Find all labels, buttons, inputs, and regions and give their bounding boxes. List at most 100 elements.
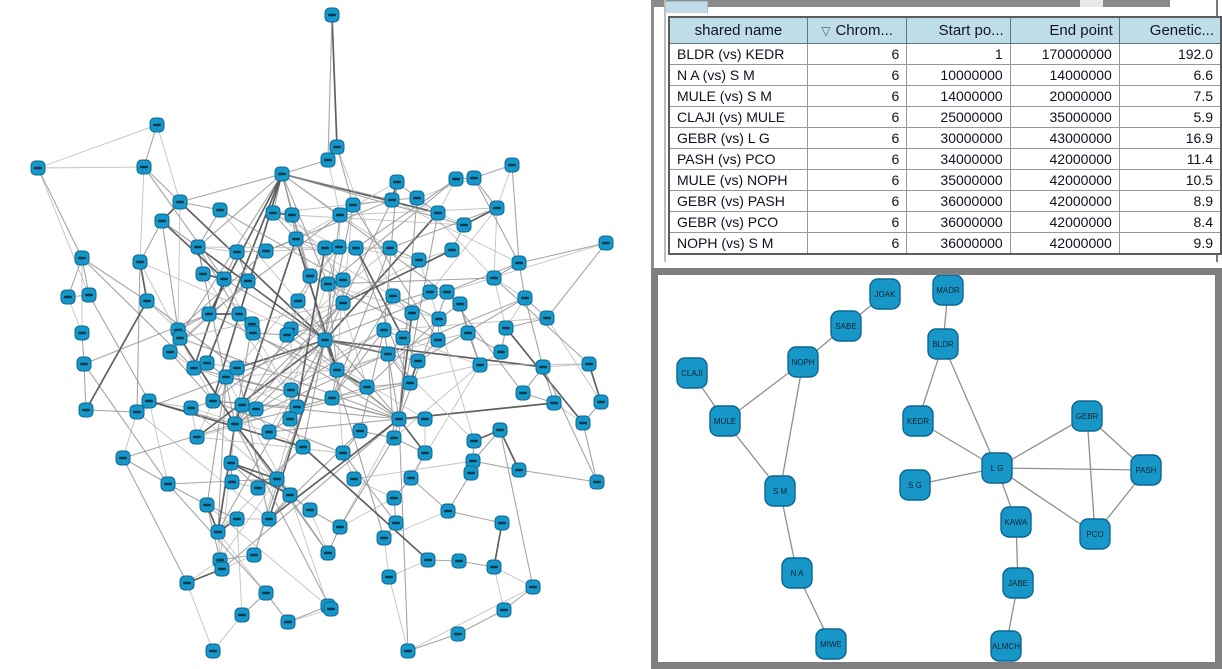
node-MULE[interactable]: MULE	[709, 405, 741, 437]
table-cell[interactable]: 14000000	[1009, 64, 1120, 86]
network-node[interactable]	[224, 474, 240, 490]
node-KEDR[interactable]: KEDR	[902, 405, 934, 437]
table-cell[interactable]: 6	[806, 127, 908, 149]
node-SM[interactable]: S M	[764, 475, 796, 507]
network-node[interactable]	[598, 235, 614, 251]
network-node[interactable]	[430, 332, 446, 348]
network-node[interactable]	[486, 559, 502, 575]
table-row[interactable]: MULE (vs) NOPH 6 35000000 42000000 10.5	[668, 169, 1222, 191]
network-node[interactable]	[195, 266, 211, 282]
network-node[interactable]	[440, 503, 456, 519]
table-cell[interactable]: GEBR (vs) L G	[668, 127, 808, 149]
table-cell[interactable]: 8.4	[1118, 211, 1222, 233]
table-cell[interactable]: 36000000	[906, 211, 1011, 233]
network-node[interactable]	[282, 411, 298, 427]
network-node[interactable]	[489, 200, 505, 216]
network-node[interactable]	[223, 455, 239, 471]
table-cell[interactable]: PASH (vs) PCO	[668, 148, 808, 170]
node-PASH[interactable]: PASH	[1130, 454, 1162, 486]
table-cell[interactable]: 43000000	[1009, 127, 1120, 149]
column-header-0[interactable]: shared name	[668, 16, 808, 44]
table-row[interactable]: GEBR (vs) L G 6 30000000 43000000 16.9	[668, 127, 1222, 149]
network-node[interactable]	[430, 205, 446, 221]
network-node[interactable]	[317, 240, 333, 256]
network-node[interactable]	[400, 643, 416, 659]
network-node[interactable]	[410, 353, 426, 369]
network-node[interactable]	[456, 217, 472, 233]
network-node[interactable]	[317, 332, 333, 348]
network-node[interactable]	[593, 394, 609, 410]
network-node[interactable]	[250, 480, 266, 496]
network-node[interactable]	[332, 207, 348, 223]
network-node[interactable]	[139, 293, 155, 309]
network-node[interactable]	[417, 411, 433, 427]
network-node[interactable]	[589, 474, 605, 490]
network-node[interactable]	[403, 470, 419, 486]
node-SG[interactable]: S G	[899, 469, 931, 501]
node-MIWE[interactable]: MIWE	[815, 628, 847, 660]
network-node[interactable]	[439, 284, 455, 300]
network-node[interactable]	[511, 462, 527, 478]
network-node[interactable]	[78, 402, 94, 418]
network-edge-LG-PASH[interactable]	[996, 467, 1147, 471]
table-cell[interactable]: 9.9	[1118, 232, 1222, 255]
network-node[interactable]	[546, 395, 562, 411]
network-node[interactable]	[283, 382, 299, 398]
network-node[interactable]	[386, 490, 402, 506]
table-cell[interactable]: 35000000	[906, 169, 1011, 191]
network-node[interactable]	[498, 320, 514, 336]
network-node[interactable]	[359, 379, 375, 395]
node-GEBR[interactable]: GEBR	[1071, 400, 1103, 432]
network-node[interactable]	[160, 476, 176, 492]
column-header-1[interactable]: ▽ Chrom...	[806, 16, 908, 44]
table-cell[interactable]: 36000000	[906, 190, 1011, 212]
network-node[interactable]	[335, 272, 351, 288]
table-cell[interactable]: BLDR (vs) KEDR	[668, 43, 808, 65]
network-node[interactable]	[282, 487, 298, 503]
network-node[interactable]	[302, 268, 318, 284]
network-node[interactable]	[60, 289, 76, 305]
network-node[interactable]	[409, 190, 425, 206]
large-network-canvas[interactable]	[0, 0, 655, 669]
network-node[interactable]	[335, 295, 351, 311]
network-node[interactable]	[581, 356, 597, 372]
table-cell[interactable]: 16.9	[1118, 127, 1222, 149]
network-node[interactable]	[229, 511, 245, 527]
table-cell[interactable]: 42000000	[1009, 232, 1120, 255]
network-node[interactable]	[205, 643, 221, 659]
network-node[interactable]	[227, 416, 243, 432]
network-node[interactable]	[402, 375, 418, 391]
network-node[interactable]	[74, 250, 90, 266]
network-node[interactable]	[348, 240, 364, 256]
network-node[interactable]	[30, 160, 46, 176]
node-ALMCH[interactable]: ALMCH	[990, 630, 1022, 662]
network-node[interactable]	[274, 166, 290, 182]
network-node[interactable]	[115, 450, 131, 466]
table-cell[interactable]: 6	[806, 106, 908, 128]
network-node[interactable]	[382, 240, 398, 256]
table-cell[interactable]: GEBR (vs) PASH	[668, 190, 808, 212]
table-cell[interactable]: 6	[806, 148, 908, 170]
network-node[interactable]	[183, 400, 199, 416]
network-node[interactable]	[494, 515, 510, 531]
network-node[interactable]	[320, 545, 336, 561]
table-cell[interactable]: 34000000	[906, 148, 1011, 170]
network-node[interactable]	[466, 170, 482, 186]
network-node[interactable]	[420, 552, 436, 568]
table-cell[interactable]: 192.0	[1118, 43, 1222, 65]
table-cell[interactable]: 6	[806, 190, 908, 212]
network-node[interactable]	[141, 393, 157, 409]
network-node[interactable]	[486, 270, 502, 286]
network-node[interactable]	[74, 325, 90, 341]
network-node[interactable]	[329, 362, 345, 378]
table-cell[interactable]: 6.6	[1118, 64, 1222, 86]
network-node[interactable]	[422, 284, 438, 300]
table-cell[interactable]: CLAJI (vs) MULE	[668, 106, 808, 128]
network-node[interactable]	[504, 157, 520, 173]
table-row[interactable]: NOPH (vs) S M 6 36000000 42000000 9.9	[668, 232, 1222, 255]
node-MADR[interactable]: MADR	[932, 275, 964, 306]
network-node[interactable]	[384, 192, 400, 208]
network-node[interactable]	[345, 197, 361, 213]
network-node[interactable]	[76, 356, 92, 372]
network-node[interactable]	[492, 422, 508, 438]
